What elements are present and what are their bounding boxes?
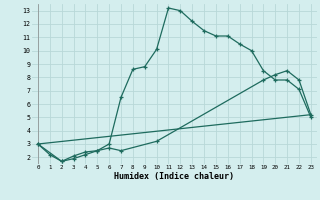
X-axis label: Humidex (Indice chaleur): Humidex (Indice chaleur) — [115, 172, 234, 181]
